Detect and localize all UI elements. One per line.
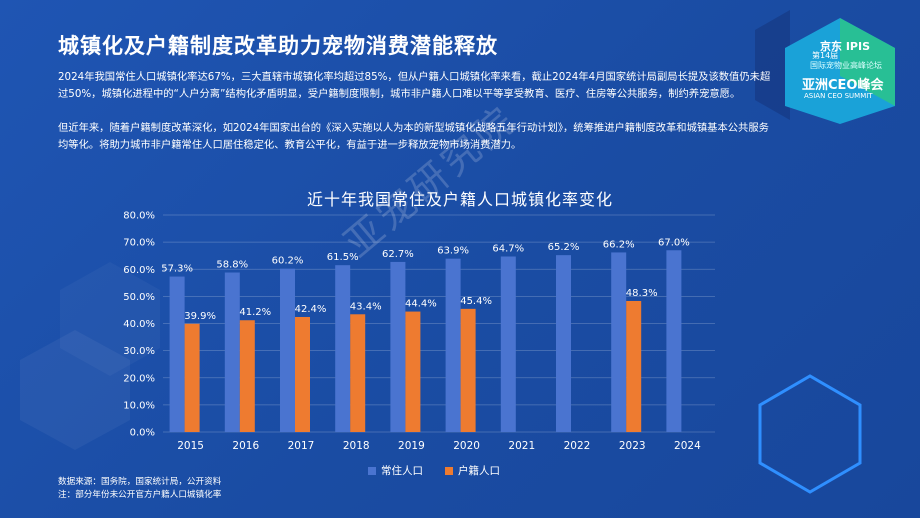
source-text: 数据来源：国务院，国家统计局，公开资料 <box>58 477 222 487</box>
x-tick-label: 2015 <box>177 440 204 452</box>
x-tick-label: 2019 <box>398 440 425 452</box>
y-tick-label: 60.0% <box>123 265 155 276</box>
legend-item-household: 户籍人口 <box>445 463 500 478</box>
bar-household <box>295 316 310 432</box>
bar-resident <box>390 261 406 432</box>
legend-swatch-resident <box>368 466 376 475</box>
legend-item-resident: 常住人口 <box>368 463 423 478</box>
x-tick-label: 2018 <box>343 440 370 452</box>
data-label: 43.4% <box>350 301 382 312</box>
bar-resident <box>666 250 682 432</box>
data-label: 61.5% <box>327 252 359 263</box>
paragraph-reform: 但近年来，随着户籍制度改革深化，如2024年国家出台的《深入实施以人为本的新型城… <box>58 122 769 151</box>
data-label: 66.2% <box>603 239 635 250</box>
chart-title: 近十年我国常住及户籍人口城镇化率变化 <box>306 190 613 209</box>
bar-resident <box>611 252 627 432</box>
data-label: 62.7% <box>382 249 414 260</box>
y-tick-label: 80.0% <box>123 211 155 222</box>
bar-household <box>460 308 476 432</box>
bar-household <box>239 320 255 432</box>
x-tick-label: 2024 <box>674 440 701 452</box>
logo-line2: 第14届 <box>812 51 839 60</box>
data-label: 58.8% <box>216 260 248 271</box>
summit-logo: 京东 IPIS 第14届 国际宠物业高峰论坛 亚洲CEO峰会 ASIAN CEO… <box>780 16 900 126</box>
paragraph-urbanization: 2024年我国常住人口城镇化率达67%，三大直辖市城镇化率均超过85%，但从户籍… <box>58 71 771 100</box>
data-label: 45.4% <box>460 296 492 307</box>
data-label: 63.9% <box>437 246 469 257</box>
data-label: 67.0% <box>658 237 690 248</box>
bar-household <box>350 314 366 432</box>
x-tick-label: 2016 <box>232 440 259 452</box>
data-label: 42.4% <box>295 304 327 315</box>
bar-household <box>184 323 200 432</box>
data-label: 39.9% <box>184 311 216 322</box>
bar-resident <box>224 272 240 432</box>
x-tick-label: 2020 <box>453 440 480 452</box>
bar-resident <box>500 256 516 432</box>
logo-line3: 国际宠物业高峰论坛 <box>810 61 882 70</box>
data-label: 57.3% <box>161 264 193 275</box>
y-tick-label: 50.0% <box>123 292 155 303</box>
y-tick-label: 70.0% <box>123 238 155 249</box>
x-tick-label: 2023 <box>619 440 646 452</box>
x-tick-label: 2021 <box>508 440 535 452</box>
note-text: 注：部分年份未公开官方户籍人口城镇化率 <box>58 489 222 500</box>
data-label: 44.4% <box>405 299 437 310</box>
source-notes: 数据来源：国务院，国家统计局，公开资料 注：部分年份未公开官方户籍人口城镇化率 <box>58 476 221 501</box>
legend-label-household: 户籍人口 <box>458 465 500 477</box>
page-title: 城镇化及户籍制度改革助力宠物消费潜能释放 <box>58 34 498 58</box>
logo-line5: ASIAN CEO SUMMIT <box>804 92 873 100</box>
x-tick-label: 2017 <box>288 440 315 452</box>
bar-resident <box>169 276 185 432</box>
bar-resident <box>280 268 295 432</box>
bar-household <box>626 300 642 432</box>
bar-resident <box>445 258 461 432</box>
y-tick-label: 40.0% <box>123 319 155 330</box>
logo-line4: 亚洲CEO峰会 <box>802 78 884 93</box>
bar-household <box>405 311 421 432</box>
bar-resident <box>335 265 351 432</box>
y-tick-label: 0.0% <box>130 428 155 439</box>
logo-line1: 京东 IPIS <box>820 40 870 53</box>
y-tick-label: 30.0% <box>123 346 155 357</box>
legend-swatch-household <box>445 466 453 475</box>
y-tick-label: 10.0% <box>123 400 155 411</box>
legend-label-resident: 常住人口 <box>381 465 423 477</box>
x-tick-label: 2022 <box>564 440 591 452</box>
data-label: 41.2% <box>239 307 271 318</box>
data-label: 48.3% <box>626 288 658 299</box>
bar-resident <box>556 255 571 432</box>
data-label: 65.2% <box>548 242 580 253</box>
data-label: 64.7% <box>492 244 524 255</box>
data-label: 60.2% <box>272 256 304 267</box>
chart-legend: 常住人口 户籍人口 <box>368 463 500 478</box>
y-tick-label: 20.0% <box>123 373 155 384</box>
